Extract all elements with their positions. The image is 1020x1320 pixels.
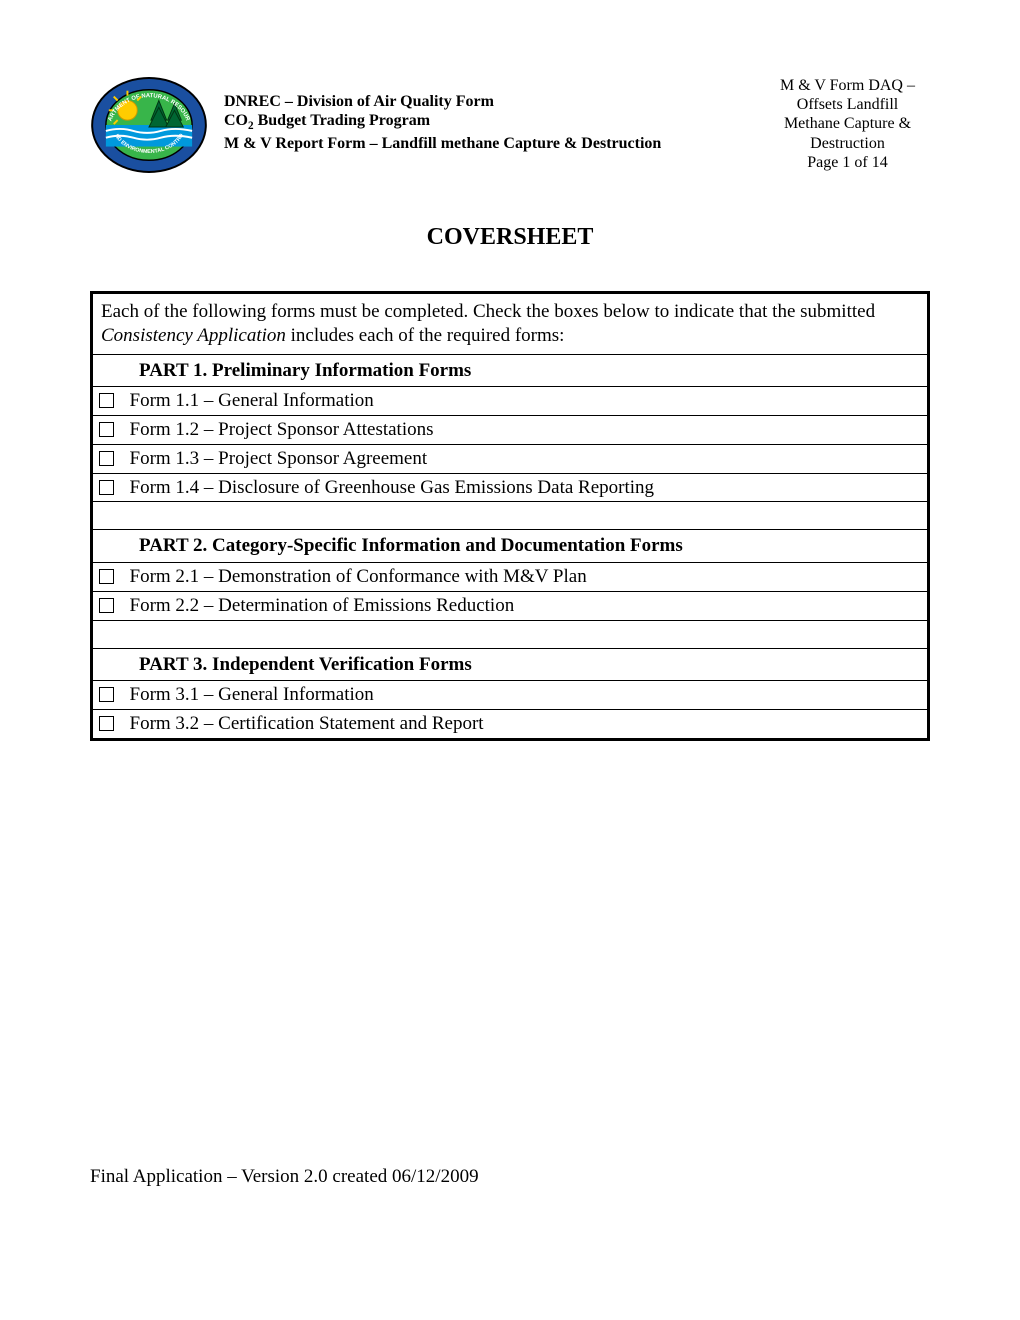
- part2-header: PART 2. Category-Specific Information an…: [92, 530, 929, 563]
- dnrec-logo: DEPARTMENT OF NATURAL RESOURCES AND ENVI…: [90, 76, 208, 174]
- form-row-3-2: Form 3.2 – Certification Statement and R…: [92, 710, 929, 740]
- checkbox-3-2[interactable]: [99, 716, 114, 731]
- form-row-2-2: Form 2.2 – Determination of Emissions Re…: [92, 591, 929, 620]
- spacer-2: [92, 620, 929, 648]
- page-number: Page 1 of 14: [765, 153, 930, 172]
- form-row-1-1: Form 1.1 – General Information: [92, 387, 929, 416]
- header-line1: DNREC – Division of Air Quality Form: [224, 92, 749, 111]
- form-row-1-4: Form 1.4 – Disclosure of Greenhouse Gas …: [92, 473, 929, 502]
- intro-row: Each of the following forms must be comp…: [92, 293, 929, 355]
- header-right-text: M & V Form DAQ – Offsets Landfill Methan…: [765, 76, 930, 172]
- form-row-1-3: Form 1.3 – Project Sponsor Agreement: [92, 444, 929, 473]
- header-line2: CO2 Budget Trading Program: [224, 111, 749, 134]
- form-label-1-4: Form 1.4 – Disclosure of Greenhouse Gas …: [130, 473, 929, 502]
- form-code-line2: Offsets Landfill: [765, 95, 930, 114]
- part3-header: PART 3. Independent Verification Forms: [92, 648, 929, 681]
- form-label-1-3: Form 1.3 – Project Sponsor Agreement: [130, 444, 929, 473]
- header-line3: M & V Report Form – Landfill methane Cap…: [224, 134, 749, 153]
- checkbox-2-1[interactable]: [99, 569, 114, 584]
- coversheet-table: Each of the following forms must be comp…: [90, 291, 930, 741]
- checkbox-1-3[interactable]: [99, 451, 114, 466]
- form-row-3-1: Form 3.1 – General Information: [92, 681, 929, 710]
- form-label-2-2: Form 2.2 – Determination of Emissions Re…: [130, 591, 929, 620]
- form-code-line3: Methane Capture &: [765, 114, 930, 133]
- intro-text-2: includes each of the required forms:: [286, 325, 565, 346]
- checkbox-2-2[interactable]: [99, 598, 114, 613]
- intro-italic: Consistency Application: [101, 325, 286, 346]
- form-label-3-2: Form 3.2 – Certification Statement and R…: [130, 710, 929, 740]
- form-code-line1: M & V Form DAQ –: [765, 76, 930, 95]
- form-label-2-1: Form 2.1 – Demonstration of Conformance …: [130, 563, 929, 592]
- page-header: DEPARTMENT OF NATURAL RESOURCES AND ENVI…: [90, 76, 930, 174]
- part1-header: PART 1. Preliminary Information Forms: [92, 354, 929, 387]
- footer-text: Final Application – Version 2.0 created …: [90, 1166, 479, 1188]
- checkbox-1-4[interactable]: [99, 480, 114, 495]
- page-title: COVERSHEET: [90, 224, 930, 251]
- form-label-1-2: Form 1.2 – Project Sponsor Attestations: [130, 416, 929, 445]
- header-left-text: DNREC – Division of Air Quality Form CO2…: [224, 76, 749, 153]
- checkbox-3-1[interactable]: [99, 687, 114, 702]
- form-row-1-2: Form 1.2 – Project Sponsor Attestations: [92, 416, 929, 445]
- form-row-2-1: Form 2.1 – Demonstration of Conformance …: [92, 563, 929, 592]
- spacer-1: [92, 502, 929, 530]
- form-label-3-1: Form 3.1 – General Information: [130, 681, 929, 710]
- form-code-line4: Destruction: [765, 134, 930, 153]
- checkbox-1-2[interactable]: [99, 422, 114, 437]
- form-label-1-1: Form 1.1 – General Information: [130, 387, 929, 416]
- intro-text-1: Each of the following forms must be comp…: [101, 301, 875, 322]
- checkbox-1-1[interactable]: [99, 393, 114, 408]
